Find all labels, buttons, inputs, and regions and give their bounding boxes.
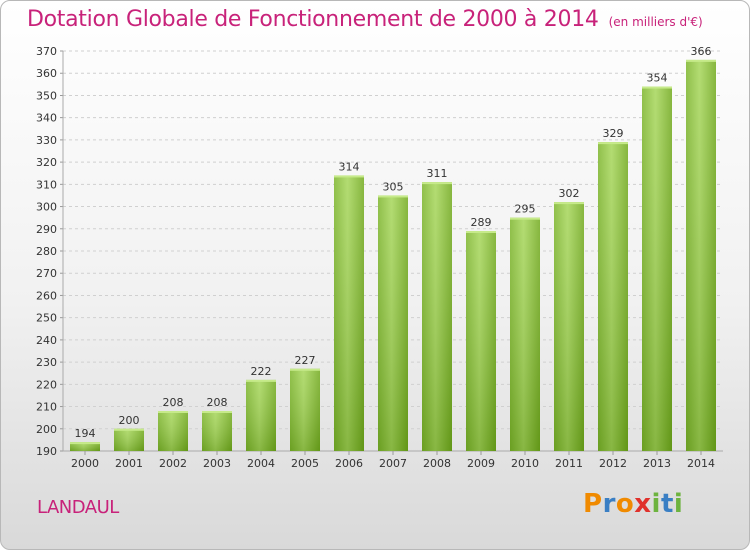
bar-shade [202,411,232,451]
y-tick-label: 280 [36,245,57,258]
y-tick-label: 360 [36,67,57,80]
bar-top-highlight [246,379,276,382]
y-tick-label: 200 [36,423,57,436]
data-labels: 194 200 208 208 222 227 314 305 311 289 295 302 329 3… [75,45,712,440]
logo-letter: i [651,489,661,519]
data-label: 354 [647,72,668,85]
data-label: 208 [163,396,184,409]
data-label: 289 [471,216,492,229]
bar-top-highlight [598,142,628,145]
bar-shade [422,182,452,451]
data-label: 227 [295,354,316,367]
bar-top-highlight [422,182,452,185]
axes: 190 200 210 220 230 240 250 260 270 280 290 300 310 3… [36,45,723,470]
y-tick-label: 270 [36,267,57,280]
bar-shade [158,411,188,451]
bar-top-highlight [202,411,232,413]
y-tick-label: 210 [36,401,57,414]
y-tick-label: 290 [36,223,57,236]
bar-shade [334,175,364,451]
logo-letter: P [583,489,603,519]
x-tick-label: 2001 [115,457,143,470]
bar-top-highlight [510,217,540,220]
x-tick-label: 2009 [467,457,495,470]
bar-top-highlight [70,442,100,445]
place-name: LANDAUL [37,497,119,518]
x-tick-label: 2002 [159,457,187,470]
bar-shade [510,217,540,451]
data-label: 200 [119,414,140,427]
data-label: 305 [383,180,404,193]
y-tick-label: 190 [36,445,57,458]
bar-shade [686,59,716,452]
chart-subtitle: (en milliers d'€) [608,15,703,29]
bar-top-highlight [554,202,584,205]
data-label: 314 [339,160,360,173]
x-tick-label: 2007 [379,457,407,470]
bar-top-highlight [334,175,364,178]
y-tick-label: 340 [36,112,57,125]
data-label: 194 [75,427,96,440]
y-tick-label: 320 [36,156,57,169]
logo-letter: x [634,489,652,519]
y-tick-label: 350 [36,89,57,102]
logo-letter: t [660,489,674,519]
bar-shade [290,368,320,451]
bar-shade [598,142,628,451]
y-tick-label: 240 [36,334,57,347]
x-tick-label: 2013 [643,457,671,470]
bar-shade [378,195,408,451]
x-tick-label: 2003 [203,457,231,470]
y-tick-label: 330 [36,134,57,147]
y-tick-label: 300 [36,201,57,214]
bar-shade [114,428,144,451]
data-label: 329 [603,127,624,140]
x-tick-label: 2005 [291,457,319,470]
y-tick-label: 310 [36,178,57,191]
data-label: 208 [207,396,228,409]
data-label: 302 [559,187,580,200]
bar-shade [70,442,100,451]
bar-shade [246,379,276,451]
logo-letter: o [615,489,635,519]
bar-top-highlight [378,195,408,198]
title-text: Dotation Globale de Fonctionnement de 20… [27,7,599,32]
bar-top-highlight [290,368,320,371]
y-tick-label: 370 [36,45,57,58]
y-tick-label: 260 [36,289,57,302]
bar-top-highlight [114,428,144,431]
bar-shade [466,231,496,451]
y-tick-label: 230 [36,356,57,369]
bar-top-highlight [158,411,188,413]
x-tick-label: 2012 [599,457,627,470]
data-label: 366 [691,45,712,58]
data-label: 311 [427,167,448,180]
y-tick-label: 220 [36,378,57,391]
bar-top-highlight [686,59,716,62]
x-tick-label: 2010 [511,457,539,470]
logo-letter: i [673,489,684,519]
bars [70,59,716,452]
bar-shade [554,202,584,451]
bar-shade [642,86,672,452]
x-tick-label: 2000 [71,457,99,470]
x-tick-label: 2014 [687,457,715,470]
proxiti-logo[interactable]: Proxiti [583,489,683,519]
x-tick-label: 2004 [247,457,275,470]
data-label: 295 [515,203,536,216]
x-tick-label: 2006 [335,457,363,470]
bar-top-highlight [642,86,672,89]
y-tick-label: 250 [36,312,57,325]
data-label: 222 [251,365,272,378]
logo-letter: r [602,489,616,519]
x-tick-label: 2011 [555,457,583,470]
x-tick-label: 2008 [423,457,451,470]
chart-title: Dotation Globale de Fonctionnement de 20… [27,7,703,32]
bar-top-highlight [466,231,496,233]
